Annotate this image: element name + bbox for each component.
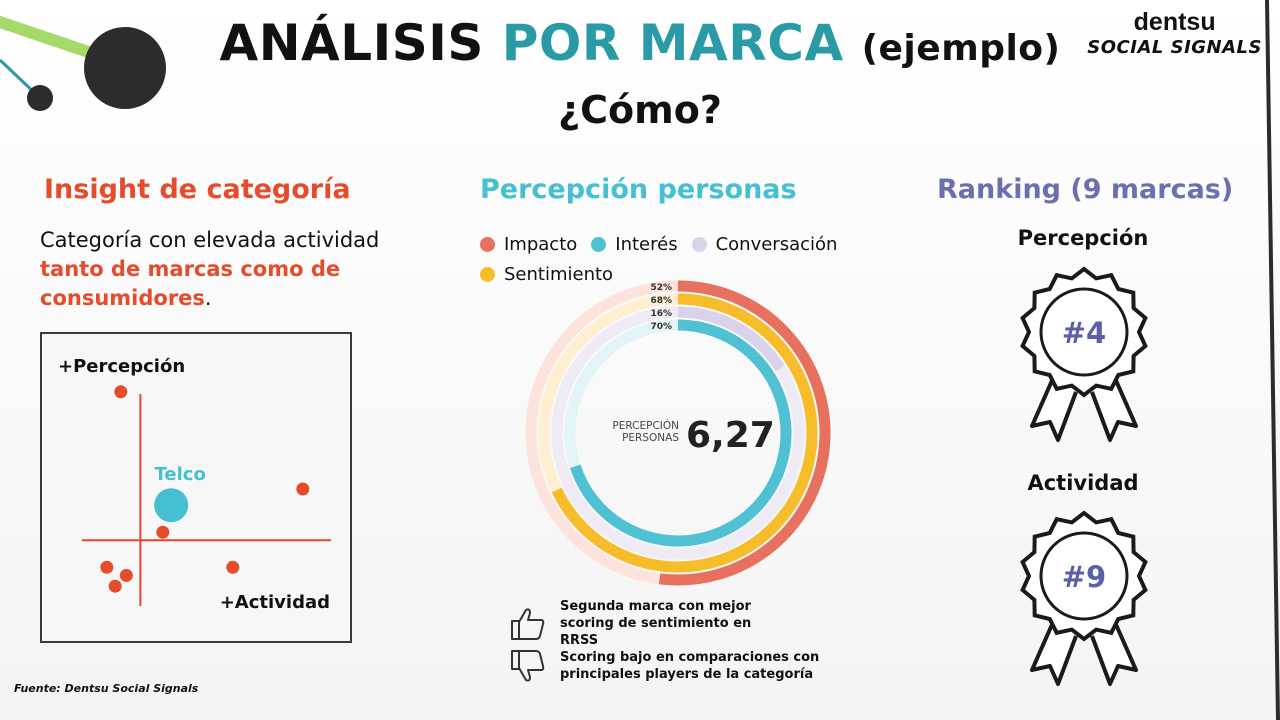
scatter-point-5 [100, 560, 114, 574]
legend-item-2: Conversación [691, 229, 838, 259]
legend-label: Conversación [715, 233, 838, 255]
ring-bar-sentimiento [551, 293, 818, 573]
category-matrix: +Percepción +Actividad Telco [40, 332, 352, 643]
legend-label: Sentimiento [504, 263, 614, 285]
ring-bar-interés [570, 319, 792, 547]
ranking-activity-value: #9 [1062, 560, 1106, 594]
title-part3: (ejemplo) [861, 28, 1061, 69]
insight-text-suffix: . [204, 286, 212, 310]
ranking-perception-label: Percepción [1017, 226, 1149, 250]
page-title: ANÁLISIS POR MARCA (ejemplo) [0, 14, 1280, 72]
thumbs-down-icon [511, 650, 545, 682]
ring-bar-conversación [677, 306, 785, 372]
ring-value-label-2: 16% [650, 309, 672, 319]
ranking-activity-label: Actividad [1027, 471, 1139, 495]
ranking-heading: Ranking (9 marcas) [937, 174, 1234, 205]
legend-swatch [480, 236, 495, 252]
insight-heading: Insight de categoría [44, 174, 351, 205]
legend-swatch [691, 236, 707, 252]
legend-swatch [480, 266, 495, 282]
legend-swatch [591, 236, 607, 252]
scatter-chart: +Percepción +Actividad Telco [58, 356, 331, 613]
thumbs-up-icon [511, 607, 545, 640]
legend-item-1: Interés [591, 229, 678, 259]
ring-bar-impacto [658, 280, 831, 586]
scatter-point-2 [156, 525, 170, 539]
center-value: 6,27 [686, 415, 775, 456]
legend-item-0: Impacto [480, 229, 577, 259]
scatter-point-4 [226, 560, 240, 574]
y-axis-label: +Percepción [58, 356, 185, 377]
note-positive: Segunda marca con mejor scoring de senti… [510, 598, 790, 649]
center-label-line-0: PERCEPCIÓN [612, 419, 679, 432]
decoration-right-edge [1265, 0, 1280, 720]
perception-heading: Percepción personas [480, 174, 797, 205]
decoration-lines [0, 16, 166, 111]
brand-logo: dentsu SOCIAL SIGNALS [1087, 8, 1262, 58]
note-negative: Scoring bajo en comparaciones con princi… [510, 649, 830, 683]
insight-text-prefix: Categoría con elevada actividad [40, 228, 380, 252]
chart-legend: Impacto Interés Conversación Sentimiento [480, 229, 880, 289]
scatter-point-7 [108, 579, 122, 593]
ring-value-label-1: 68% [650, 296, 672, 306]
award-badge-perception: #4 [1020, 266, 1148, 442]
note-positive-text: Segunda marca con mejor scoring de senti… [560, 599, 752, 648]
brand-product: SOCIAL SIGNALS [1087, 37, 1262, 58]
title-part2: POR MARCA [501, 14, 844, 72]
scatter-point-0 [114, 385, 128, 399]
scatter-point-highlight [154, 488, 189, 523]
insight-text: Categoría con elevada actividad tanto de… [40, 226, 400, 313]
brand-name: dentsu [1133, 8, 1216, 36]
title-part1: ANÁLISIS [219, 14, 502, 72]
note-negative-text: Scoring bajo en comparaciones con princi… [560, 650, 820, 682]
center-label-line-1: PERSONAS [622, 432, 679, 444]
legend-label: Impacto [504, 233, 578, 255]
ring-value-label-3: 70% [650, 322, 672, 332]
ring-value-label-0: 52% [650, 283, 672, 293]
legend-label: Interés [615, 233, 678, 255]
legend-item-3: Sentimiento [480, 259, 613, 289]
scatter-point-6 [119, 568, 133, 582]
x-axis-label: +Actividad [220, 592, 330, 613]
award-badge-activity: #9 [1020, 510, 1148, 686]
insight-text-highlight: tanto de marcas como de consumidores [40, 257, 341, 310]
scatter-point-label: Telco [155, 464, 206, 485]
scatter-point-3 [296, 482, 310, 496]
ranking-perception-value: #4 [1062, 316, 1106, 350]
source-note: Fuente: Dentsu Social Signals [14, 682, 199, 695]
page-subtitle: ¿Cómo? [558, 88, 722, 132]
